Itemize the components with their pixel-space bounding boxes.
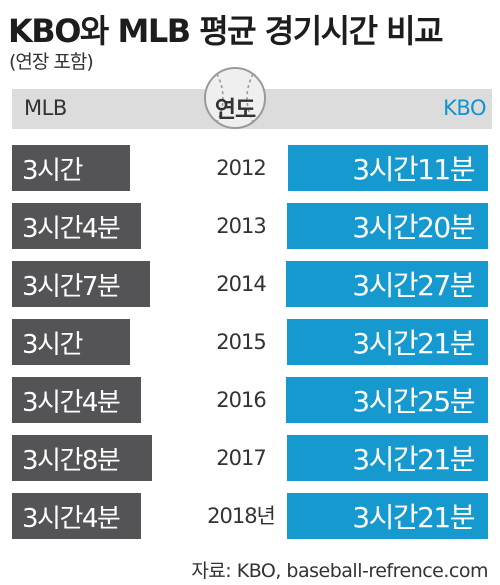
chart-row: 3시간4분 2016 3시간25분 (0, 377, 500, 423)
year-label: 2017 (216, 446, 266, 470)
chart-row: 3시간7분 2014 3시간27분 (0, 261, 500, 307)
source-note: 자료: KBO, baseball-refrence.com (191, 560, 488, 582)
year-label: 2018년 (207, 504, 276, 528)
kbo-bar: 3시간27분 (286, 261, 488, 307)
kbo-column-label: KBO (443, 96, 486, 120)
baseball-icon (204, 67, 266, 129)
chart-row: 3시간4분 2013 3시간20분 (0, 203, 500, 249)
mlb-bar: 3시간7분 (12, 261, 150, 307)
kbo-bar: 3시간11분 (288, 145, 488, 191)
chart-subtitle: (연장 포함) (9, 51, 94, 73)
mlb-bar: 3시간 (12, 319, 130, 365)
year-column-label: 연도 (214, 97, 256, 123)
kbo-bar: 3시간21분 (287, 435, 488, 481)
year-label: 2014 (216, 272, 266, 296)
mlb-bar: 3시간4분 (12, 493, 141, 539)
chart-row: 3시간 2015 3시간21분 (0, 319, 500, 365)
mlb-column-label: MLB (24, 96, 67, 120)
mlb-bar: 3시간4분 (12, 203, 141, 249)
kbo-bar: 3시간20분 (287, 203, 488, 249)
kbo-bar: 3시간21분 (287, 493, 488, 539)
chart-row: 3시간4분 2018년 3시간21분 (0, 493, 500, 539)
year-label: 2015 (216, 330, 266, 354)
chart-title: KBO와 MLB 평균 경기시간 비교 (8, 12, 444, 50)
mlb-bar: 3시간 (12, 145, 130, 191)
kbo-bar: 3시간25분 (286, 377, 488, 423)
kbo-bar: 3시간21분 (287, 319, 488, 365)
year-label: 2012 (216, 156, 266, 180)
year-label: 2013 (216, 214, 266, 238)
chart-row: 3시간8분 2017 3시간21분 (0, 435, 500, 481)
chart-row: 3시간 2012 3시간11분 (0, 145, 500, 191)
mlb-bar: 3시간8분 (12, 435, 152, 481)
year-label: 2016 (216, 388, 266, 412)
mlb-bar: 3시간4분 (12, 377, 141, 423)
